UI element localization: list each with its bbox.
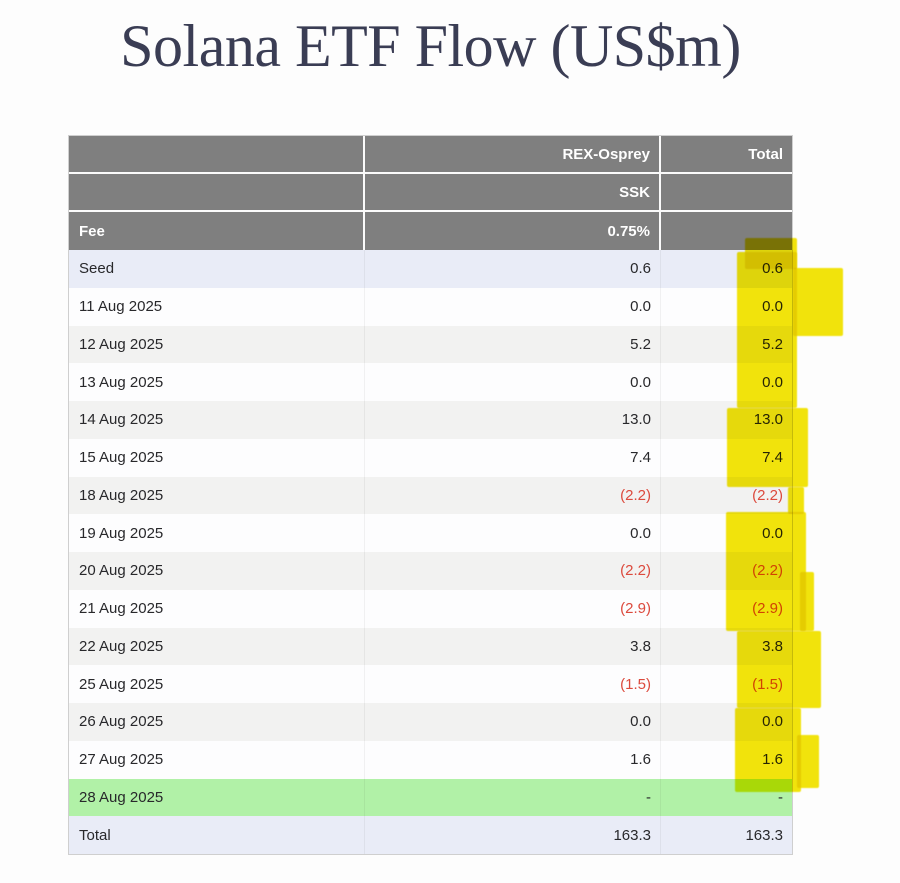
rex-osprey-value: 13.0 xyxy=(365,401,661,439)
row-label: 11 Aug 2025 xyxy=(69,287,365,326)
header-cell-ssk: SSK xyxy=(365,174,661,210)
total-value: 5.2 xyxy=(762,335,783,353)
page-title: Solana ETF Flow (US$m) xyxy=(120,13,741,79)
table-row: Seed 0.6 0.6 xyxy=(69,250,792,288)
total-value: 0.0 xyxy=(762,298,783,316)
total-value: (2.2) xyxy=(752,486,783,504)
total-value: 1.6 xyxy=(762,751,783,769)
rex-osprey-value: 5.2 xyxy=(365,325,661,364)
row-label: Seed xyxy=(69,250,365,288)
row-label: 18 Aug 2025 xyxy=(69,476,365,515)
table-row: 20 Aug 2025 (2.2) (2.2) xyxy=(69,552,792,590)
table-row: 28 Aug 2025 - - xyxy=(69,778,792,817)
table-row: Total 163.3 163.3 xyxy=(69,816,792,854)
table-row: 27 Aug 2025 1.6 1.6 xyxy=(69,740,792,779)
total-value: (2.2) xyxy=(752,562,783,580)
row-label: 19 Aug 2025 xyxy=(69,514,365,552)
row-label: 12 Aug 2025 xyxy=(69,325,365,364)
total-value: 0.0 xyxy=(762,713,783,731)
rex-osprey-value: 0.6 xyxy=(365,250,661,288)
rex-osprey-value: 0.0 xyxy=(365,514,661,552)
rex-osprey-value: (2.2) xyxy=(365,476,661,515)
table-row: 22 Aug 2025 3.8 3.8 xyxy=(69,627,792,666)
rex-osprey-value: (1.5) xyxy=(365,665,661,703)
table-row: 11 Aug 2025 0.0 0.0 xyxy=(69,287,792,326)
header-cell-blank xyxy=(661,212,792,250)
etf-flow-table: REX-Osprey Total SSK Fee 0.75% Seed 0.6 … xyxy=(68,135,793,855)
rex-osprey-value: 0.0 xyxy=(365,703,661,741)
rex-osprey-value: 7.4 xyxy=(365,438,661,477)
header-cell-blank xyxy=(69,174,365,210)
row-label: 22 Aug 2025 xyxy=(69,627,365,666)
row-label: Total xyxy=(69,816,365,854)
header-row-ticker: SSK xyxy=(69,174,792,212)
total-value: (1.5) xyxy=(752,675,783,693)
table-body: Seed 0.6 0.6 11 Aug 2025 0.0 0.0 12 Aug … xyxy=(69,250,792,854)
table-row: 15 Aug 2025 7.4 7.4 xyxy=(69,438,792,477)
header-cell-fee-label: Fee xyxy=(69,212,365,250)
total-value: - xyxy=(778,788,783,806)
row-label: 13 Aug 2025 xyxy=(69,363,365,401)
table-row: 18 Aug 2025 (2.2) (2.2) xyxy=(69,476,792,515)
highlight-stroke xyxy=(793,268,843,336)
table-row: 25 Aug 2025 (1.5) (1.5) xyxy=(69,665,792,703)
row-label: 28 Aug 2025 xyxy=(69,778,365,817)
header-row-funds: REX-Osprey Total xyxy=(69,136,792,174)
rex-osprey-value: 163.3 xyxy=(365,816,661,854)
total-value: 3.8 xyxy=(762,637,783,655)
table-row: 21 Aug 2025 (2.9) (2.9) xyxy=(69,589,792,628)
rex-osprey-value: 1.6 xyxy=(365,740,661,779)
row-label: 25 Aug 2025 xyxy=(69,665,365,703)
total-value: 0.6 xyxy=(762,260,783,278)
header-row-fee: Fee 0.75% xyxy=(69,212,792,250)
row-label: 21 Aug 2025 xyxy=(69,589,365,628)
total-value: 0.0 xyxy=(762,524,783,542)
header-cell-blank xyxy=(69,136,365,172)
row-label: 27 Aug 2025 xyxy=(69,740,365,779)
total-value: 0.0 xyxy=(762,373,783,391)
total-value: 163.3 xyxy=(745,826,783,844)
highlight-stroke xyxy=(800,572,814,631)
header-cell-rex-osprey: REX-Osprey xyxy=(365,136,661,172)
rex-osprey-value: - xyxy=(365,778,661,817)
rex-osprey-value: (2.2) xyxy=(365,552,661,590)
table-row: 19 Aug 2025 0.0 0.0 xyxy=(69,514,792,552)
table-row: 13 Aug 2025 0.0 0.0 xyxy=(69,363,792,401)
table-row: 26 Aug 2025 0.0 0.0 xyxy=(69,703,792,741)
table-row: 14 Aug 2025 13.0 13.0 xyxy=(69,401,792,439)
rex-osprey-value: 0.0 xyxy=(365,363,661,401)
rex-osprey-value: 3.8 xyxy=(365,627,661,666)
total-value: 13.0 xyxy=(753,411,783,429)
rex-osprey-value: (2.9) xyxy=(365,589,661,628)
row-label: 26 Aug 2025 xyxy=(69,703,365,741)
header-cell-total: Total xyxy=(748,145,783,163)
total-value: 7.4 xyxy=(762,449,783,467)
header-cell-blank xyxy=(661,174,792,210)
table-row: 12 Aug 2025 5.2 5.2 xyxy=(69,325,792,364)
rex-osprey-value: 0.0 xyxy=(365,287,661,326)
row-label: 14 Aug 2025 xyxy=(69,401,365,439)
header-cell-fee-value: 0.75% xyxy=(365,212,661,250)
highlight-stroke xyxy=(797,735,819,788)
row-label: 15 Aug 2025 xyxy=(69,438,365,477)
total-value: (2.9) xyxy=(752,600,783,618)
row-label: 20 Aug 2025 xyxy=(69,552,365,590)
